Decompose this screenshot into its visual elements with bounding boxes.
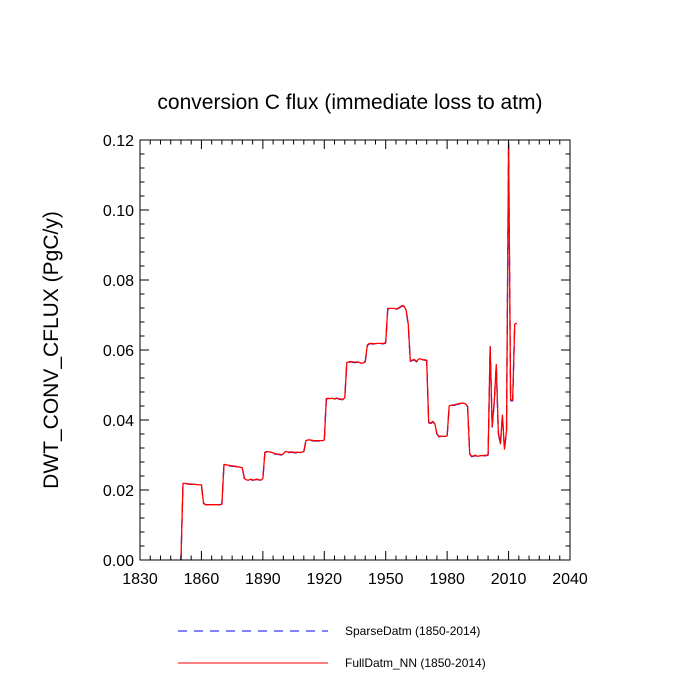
axes-layer: 1830 1860 1890 1920 1950 1980 2010 2040 0.00 0.02… [103,133,588,588]
x-tick-label: 2010 [491,571,527,588]
series-layer [180,142,518,561]
x-tick-label: 1950 [368,571,404,588]
chart-title: conversion C flux (immediate loss to atm… [157,91,542,114]
legend-label-sparse: SparseDatm (1850-2014) [345,624,480,638]
x-tick-label: 1890 [245,571,281,588]
x-tick-label: 1830 [122,571,158,588]
x-tick-label: 2040 [552,571,588,588]
x-tick-label: 1980 [429,571,465,588]
y-tick-label: 0.08 [103,273,134,290]
y-tick-label: 0.02 [103,483,134,500]
series-line-sparsedatm [180,142,518,561]
y-tick-label: 0.10 [103,203,134,220]
y-tick-label: 0.12 [103,133,134,150]
plot-frame [139,139,571,561]
y-tick-label: 0.00 [103,553,134,570]
x-tick-label: 1860 [184,571,220,588]
series-line-fulldatm-nn [180,142,518,561]
legend-label-full: FullDatm_NN (1850-2014) [345,656,486,670]
y-tick-label: 0.06 [103,343,134,360]
y-tick-label: 0.04 [103,413,134,430]
y-axis-label: DWT_CONV_CFLUX (PgC/y) [40,211,63,489]
x-tick-label: 1920 [306,571,342,588]
legend: SparseDatm (1850-2014) FullDatm_NN (1850… [178,624,486,670]
